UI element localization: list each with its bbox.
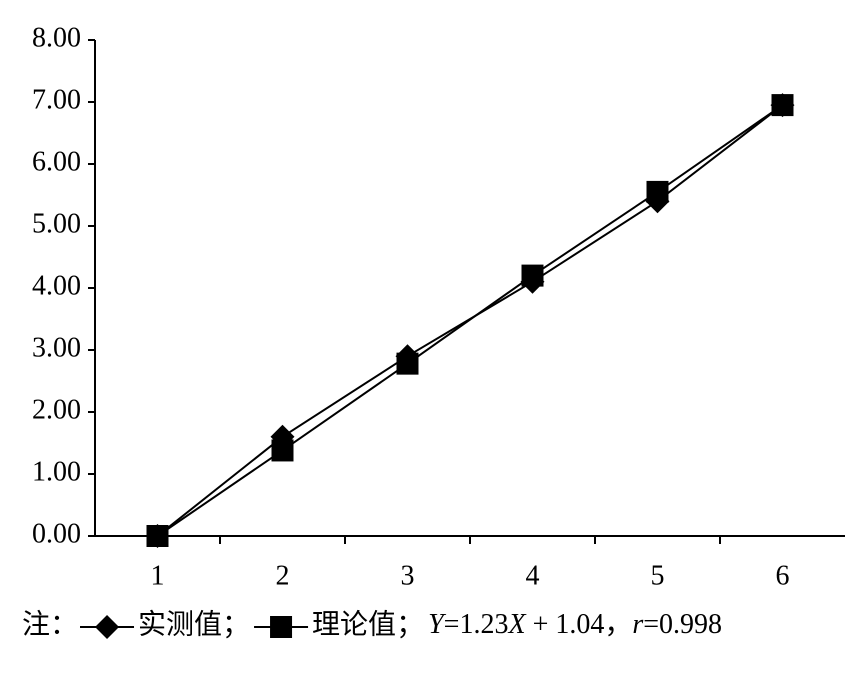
x-tick-label: 5 — [651, 560, 665, 591]
x-tick-label: 3 — [401, 560, 415, 591]
point — [521, 264, 544, 287]
point — [146, 525, 169, 547]
equation-part: =1.23 — [444, 609, 509, 640]
x-tick-label: 4 — [526, 560, 540, 591]
legend-label: 实测值 — [138, 608, 222, 640]
y-tick-label: 8.00 — [32, 22, 81, 53]
note-prefix: 注： — [22, 608, 78, 640]
y-tick-label: 5.00 — [32, 208, 81, 239]
point — [271, 439, 294, 462]
series-line — [156, 104, 784, 537]
point — [646, 180, 669, 203]
y-tick-label: 3.00 — [32, 332, 81, 363]
y-tick-label: 0.00 — [32, 518, 81, 549]
legend-marker — [95, 615, 120, 639]
y-tick-label: 2.00 — [32, 394, 81, 425]
equation-part: r — [632, 609, 643, 640]
equation: Y=1.23X + 1.04，r=0.998 — [428, 609, 722, 640]
equation-part: =0.998 — [643, 609, 722, 640]
x-tick-label: 2 — [276, 560, 290, 591]
equation-part: X — [507, 609, 526, 640]
y-tick-label: 7.00 — [32, 84, 81, 115]
y-tick-label: 1.00 — [32, 456, 81, 487]
separator: ； — [396, 609, 424, 640]
point — [396, 352, 419, 375]
x-tick-label: 6 — [776, 560, 790, 591]
y-tick-label: 4.00 — [32, 270, 81, 301]
legend-label: 理论值 — [312, 608, 396, 640]
equation-part: Y — [428, 609, 447, 640]
x-tick-label: 1 — [151, 560, 165, 591]
point — [771, 94, 794, 117]
legend-marker — [270, 616, 293, 638]
equation-part: + 1.04， — [526, 609, 633, 640]
y-tick-label: 6.00 — [32, 146, 81, 177]
separator: ； — [222, 609, 250, 640]
